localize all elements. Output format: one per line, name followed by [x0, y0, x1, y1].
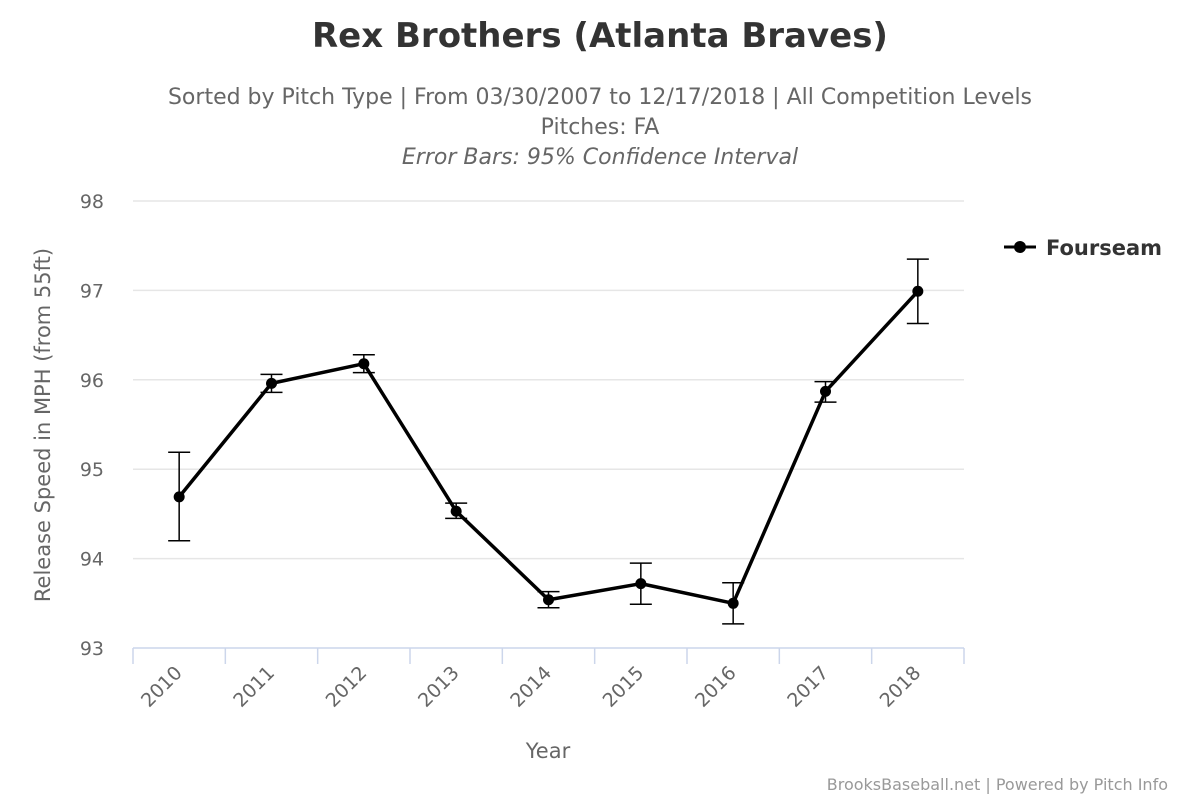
- x-tick-label: 2016: [691, 662, 741, 712]
- data-point[interactable]: [543, 594, 554, 606]
- y-tick-label: 96: [80, 370, 104, 392]
- y-tick-label: 93: [80, 638, 104, 660]
- chart-subtitle-line-2: Pitches: FA: [541, 115, 660, 140]
- x-axis-title: Year: [525, 739, 571, 763]
- x-axis: 2010 2011 2012 2013 2014 2015 2016 2017 2018: [132, 647, 965, 712]
- chart-title: Rex Brothers (Atlanta Braves): [312, 16, 888, 56]
- x-tick-label: 2013: [414, 662, 464, 712]
- y-tick-label: 97: [80, 280, 104, 302]
- y-tick-label: 95: [80, 459, 104, 481]
- y-axis: 93 94 95 96 97 98: [80, 191, 104, 660]
- x-tick-label: 2014: [506, 662, 556, 712]
- chart-subtitle-line-1: Sorted by Pitch Type | From 03/30/2007 t…: [168, 85, 1032, 110]
- x-tick-label: 2012: [322, 662, 372, 712]
- y-axis-title: Release Speed in MPH (from 55ft): [31, 248, 55, 602]
- data-point[interactable]: [173, 491, 185, 503]
- x-tick-label: 2011: [229, 662, 279, 712]
- y-tick-label: 98: [80, 191, 104, 213]
- x-tick-label: 2010: [137, 662, 187, 712]
- legend-item-fourseam[interactable]: Fourseam: [1004, 236, 1162, 260]
- data-point[interactable]: [450, 505, 462, 517]
- legend-label: Fourseam: [1046, 236, 1162, 260]
- data-point[interactable]: [358, 358, 370, 370]
- x-tick-label: 2015: [599, 662, 649, 712]
- x-tick-label: 2018: [876, 662, 926, 712]
- data-point[interactable]: [727, 597, 739, 609]
- legend-marker-symbol: [1014, 241, 1026, 253]
- y-tick-label: 94: [80, 549, 104, 571]
- data-point[interactable]: [912, 285, 924, 297]
- data-point[interactable]: [266, 377, 277, 389]
- data-point[interactable]: [820, 385, 831, 397]
- x-tick-label: 2017: [783, 662, 833, 712]
- series-line: [177, 289, 920, 606]
- gridlines: [133, 200, 964, 560]
- series-fourseam: [168, 258, 929, 625]
- chart-subtitle-line-3: Error Bars: 95% Confidence Interval: [402, 145, 798, 170]
- data-point[interactable]: [635, 578, 647, 590]
- credits-link[interactable]: BrooksBaseball.net | Powered by Pitch In…: [827, 775, 1168, 794]
